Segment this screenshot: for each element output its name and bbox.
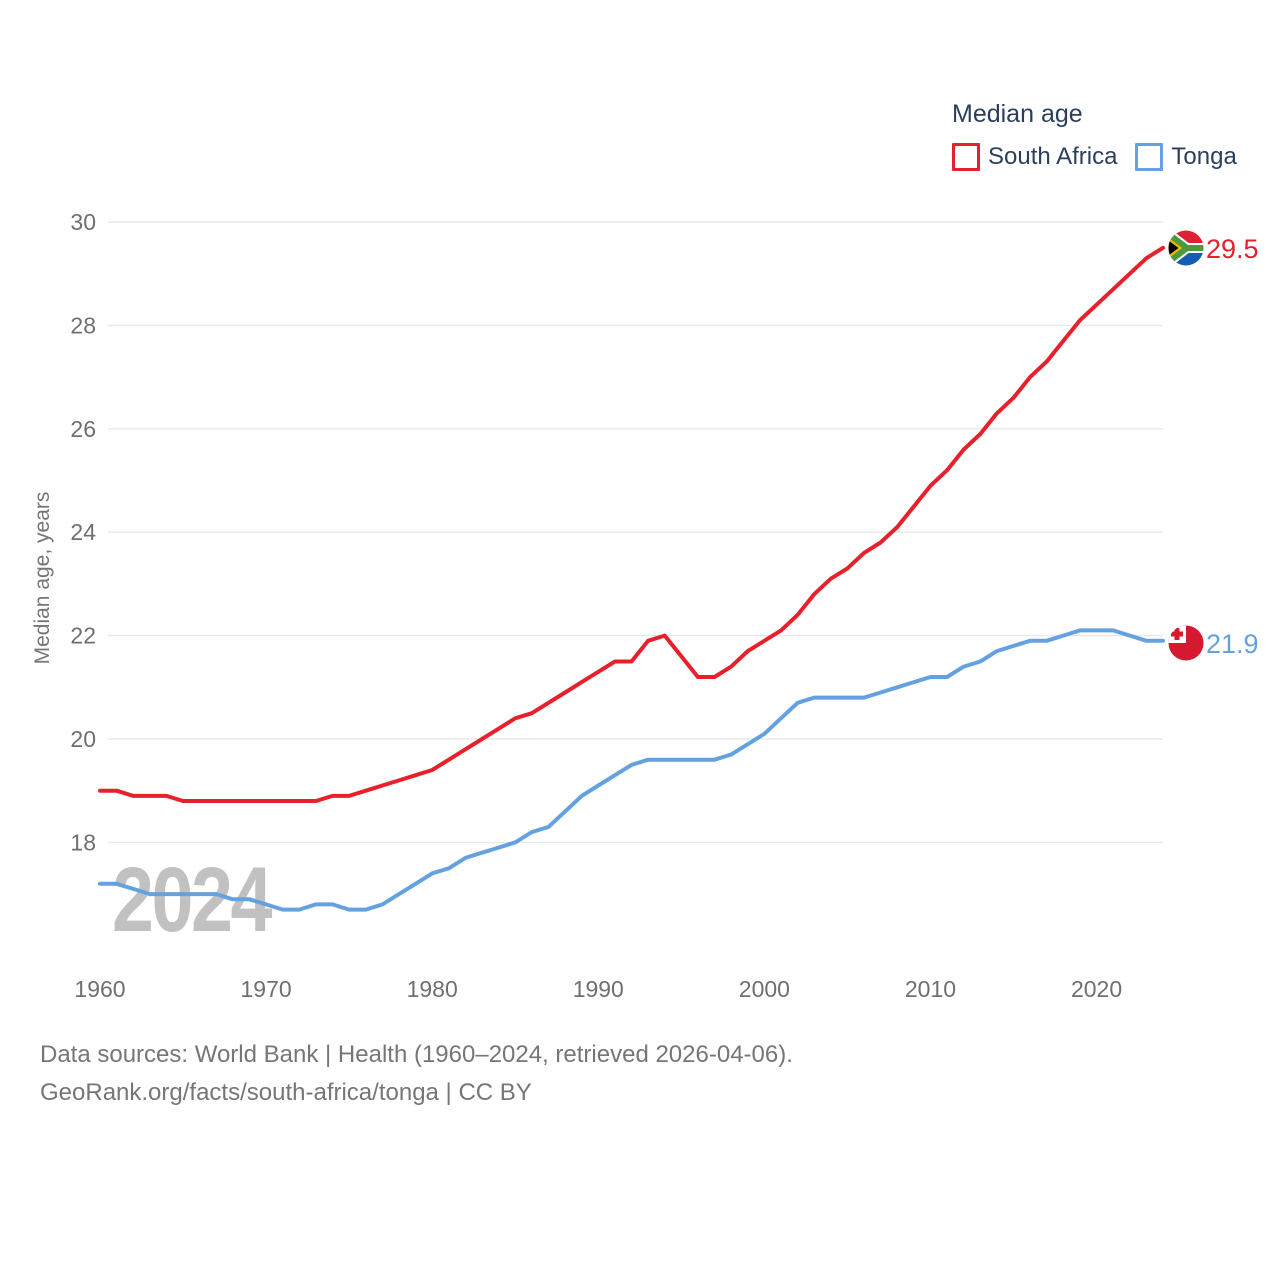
y-tick-label: 28 (70, 312, 96, 338)
y-tick-label: 18 (70, 829, 96, 855)
chart-legend: Median age South Africa Tonga (952, 100, 1237, 171)
y-tick-label: 22 (70, 623, 96, 649)
line-tonga (98, 628, 1165, 912)
x-tick-label: 2000 (739, 976, 790, 1002)
x-tick-label: 1980 (407, 976, 458, 1002)
x-tick-label: 2020 (1071, 976, 1122, 1002)
legend-label: South Africa (988, 143, 1118, 170)
tonga-flag-icon (1168, 625, 1204, 661)
y-tick-label: 24 (70, 519, 96, 545)
y-axis-title: Median age, years (31, 491, 54, 665)
south-africa-flag-icon (1168, 230, 1204, 266)
y-tick-label: 26 (70, 416, 96, 442)
x-tick-label: 1960 (74, 976, 125, 1002)
x-tick-label: 1990 (573, 976, 624, 1002)
legend-item-tonga[interactable]: Tonga (1135, 143, 1237, 171)
legend-label: Tonga (1171, 143, 1237, 170)
south-africa-end-value: 29.5 (1206, 234, 1259, 264)
south-africa-swatch-icon (952, 143, 980, 171)
chart-footer: Data sources: World Bank | Health (1960–… (40, 1036, 793, 1112)
tonga-swatch-icon (1135, 143, 1164, 171)
legend-item-south-africa[interactable]: South Africa (952, 143, 1117, 171)
y-tick-label: 20 (70, 726, 96, 752)
y-tick-label: 30 (70, 209, 96, 235)
attribution-line: GeoRank.org/facts/south-africa/tonga | C… (40, 1079, 532, 1106)
tonga-end-value: 21.9 (1206, 629, 1259, 659)
legend-title: Median age (952, 100, 1083, 128)
legend-items: South Africa Tonga (952, 143, 1237, 171)
data-sources-line: Data sources: World Bank | Health (1960–… (40, 1041, 793, 1068)
line-south-africa (98, 245, 1165, 803)
x-tick-label: 2010 (905, 976, 956, 1002)
x-tick-label: 1970 (241, 976, 292, 1002)
